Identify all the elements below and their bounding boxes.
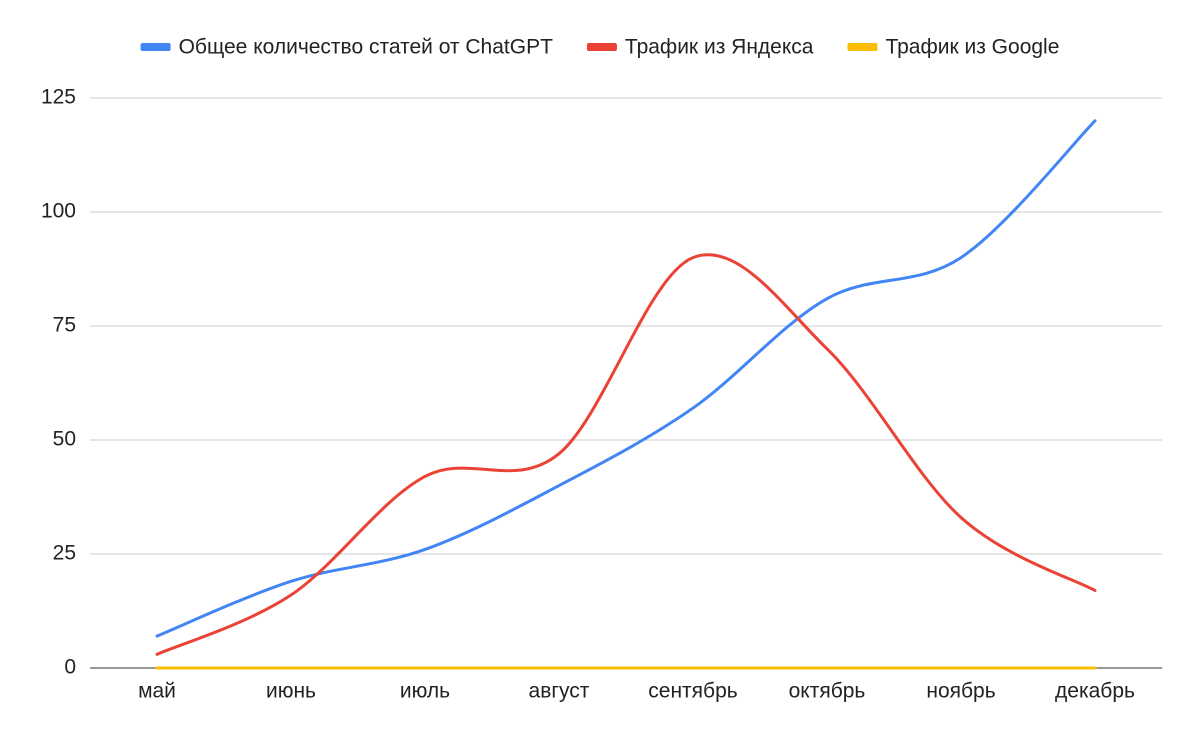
legend-label: Трафик из Google (885, 36, 1059, 59)
x-tick-label: июль (400, 680, 450, 703)
legend-swatch (586, 43, 617, 51)
y-tick-label: 0 (64, 656, 76, 679)
series-line (155, 119, 1097, 638)
legend-swatch (847, 43, 878, 51)
x-tick-label: ноябрь (926, 680, 995, 703)
x-tick-label: декабрь (1055, 680, 1135, 703)
x-tick-label: июнь (266, 680, 316, 703)
legend-label: Трафик из Яндекса (625, 36, 814, 59)
x-tick-label: август (529, 680, 590, 703)
y-tick-label: 50 (53, 428, 76, 451)
x-tick-label: октябрь (789, 680, 866, 703)
series-line (155, 253, 1097, 656)
y-tick-label: 125 (41, 86, 76, 109)
x-tick-label: сентябрь (648, 680, 737, 703)
y-tick-label: 75 (53, 314, 76, 337)
legend-label: Общее количество статей от ChatGPT (179, 36, 553, 59)
y-tick-label: 100 (41, 200, 76, 223)
legend-swatch (140, 43, 171, 51)
x-tick-label: май (138, 680, 176, 703)
y-tick-label: 25 (53, 542, 76, 565)
